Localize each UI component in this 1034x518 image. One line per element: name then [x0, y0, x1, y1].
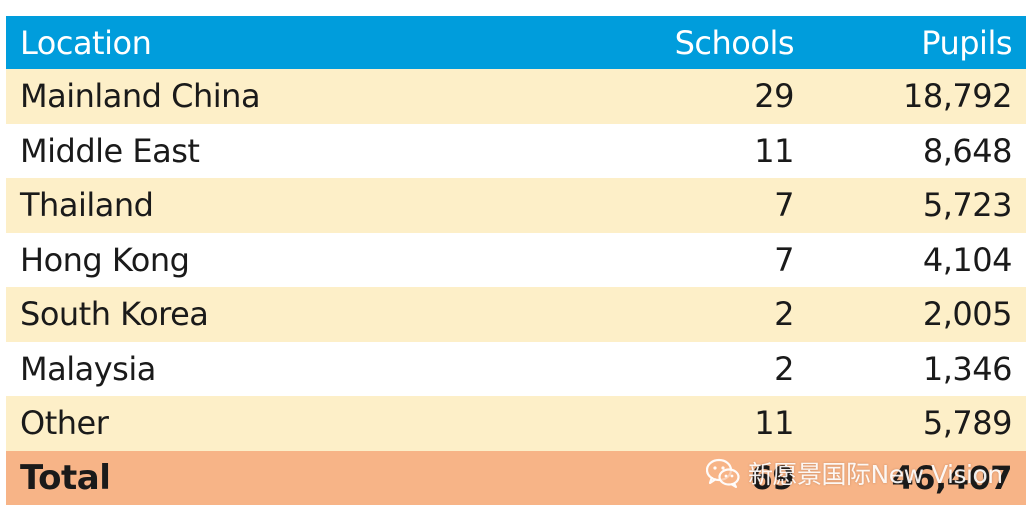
- row-pupils: 5,789: [922, 404, 1013, 443]
- row-location: Malaysia: [20, 349, 156, 388]
- row-pupils: 5,723: [922, 186, 1013, 225]
- row-schools: 11: [754, 404, 794, 443]
- total-label: Total: [20, 457, 111, 498]
- row-location: Mainland China: [20, 77, 261, 116]
- row-location: Thailand: [20, 186, 154, 225]
- row-location: South Korea: [20, 295, 209, 334]
- total-pupils: 46,407: [891, 458, 1013, 497]
- row-location: Other: [20, 404, 109, 443]
- header-schools: Schools: [674, 23, 795, 62]
- header-pupils: Pupils: [921, 23, 1012, 62]
- row-schools: 2: [774, 295, 794, 334]
- table-row: Mainland China 29 18,792: [6, 69, 1026, 124]
- data-table: Location Schools Pupils Mainland China 2…: [6, 16, 1026, 505]
- row-schools: 7: [774, 240, 794, 279]
- header-location: Location: [20, 23, 152, 62]
- table-row: Hong Kong 7 4,104: [6, 232, 1026, 287]
- table-header: Location Schools Pupils: [6, 16, 1026, 69]
- watermark: 新愿景国际New Vision: [706, 455, 1003, 491]
- watermark-text: 新愿景国际New Vision: [748, 460, 1003, 489]
- row-pupils: 2,005: [922, 295, 1013, 334]
- row-pupils: 4,104: [922, 240, 1013, 279]
- row-pupils: 1,346: [922, 349, 1013, 388]
- row-schools: 7: [774, 186, 794, 225]
- row-pupils: 8,648: [922, 131, 1013, 170]
- table-row: Middle East 11 8,648: [6, 123, 1026, 178]
- total-schools: 69: [750, 458, 794, 497]
- table-row: Other 11 5,789: [6, 396, 1026, 451]
- wechat-icon: [706, 458, 740, 488]
- table-row: South Korea 2 2,005: [6, 287, 1026, 342]
- table-row: Malaysia 2 1,346: [6, 341, 1026, 396]
- total-row: Total 69 46,407: [6, 450, 1026, 505]
- row-schools: 29: [754, 77, 794, 116]
- row-location: Hong Kong: [20, 240, 190, 279]
- row-schools: 2: [774, 349, 794, 388]
- row-schools: 11: [754, 131, 794, 170]
- table-row: Thailand 7 5,723: [6, 178, 1026, 233]
- row-pupils: 18,792: [903, 77, 1012, 116]
- row-location: Middle East: [20, 131, 200, 170]
